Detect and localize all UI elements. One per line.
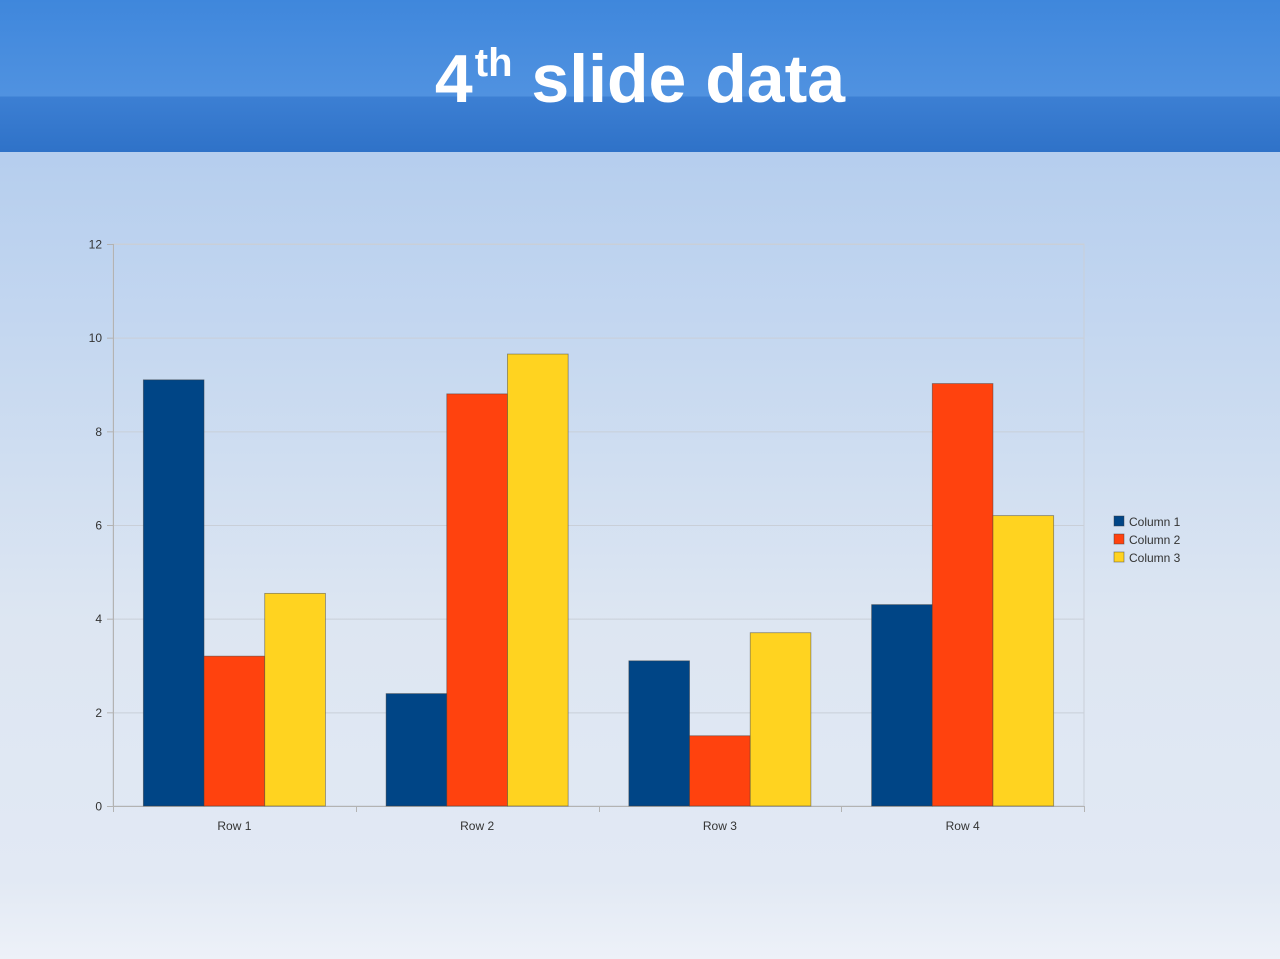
legend-label: Column 1 <box>1129 515 1181 529</box>
legend-swatch <box>1113 515 1125 527</box>
bar-column-2-row-4 <box>931 383 994 807</box>
bar-column-2-row-1 <box>203 655 266 807</box>
legend-swatch <box>1113 533 1125 545</box>
x-tick-label: Row 4 <box>946 819 980 833</box>
x-tick-label: Row 2 <box>460 819 494 833</box>
bar-column-1-row-4 <box>871 604 933 807</box>
bar-column-2-row-3 <box>689 735 751 807</box>
bar-column-3-row-3 <box>749 632 812 807</box>
y-tick-label: 2 <box>95 706 102 720</box>
title-superscript: th <box>474 41 513 85</box>
slide-title: 4th slide data <box>0 34 1280 134</box>
y-tick-label: 4 <box>95 612 102 626</box>
y-tick-label: 10 <box>89 331 103 345</box>
bar-column-3-row-1 <box>264 592 326 807</box>
bar-column-3-row-2 <box>507 353 569 807</box>
legend-label: Column 2 <box>1129 533 1181 547</box>
y-tick-label: 8 <box>95 425 102 439</box>
legend-label: Column 3 <box>1129 551 1181 565</box>
legend-swatch <box>1113 551 1125 563</box>
x-tick-label: Row 1 <box>217 819 251 833</box>
y-tick-label: 6 <box>95 519 102 533</box>
title-bar <box>0 0 1280 152</box>
bar-column-1-row-2 <box>385 693 448 807</box>
title-text: slide data <box>512 41 846 117</box>
bar-column-1-row-3 <box>628 660 690 807</box>
y-tick-label: 12 <box>89 238 103 252</box>
y-tick-label: 0 <box>95 800 102 814</box>
bar-column-3-row-4 <box>992 515 1055 807</box>
title-number: 4 <box>434 41 473 117</box>
bar-column-1-row-1 <box>142 379 205 807</box>
bar-column-2-row-2 <box>446 393 508 807</box>
x-tick-label: Row 3 <box>703 819 737 833</box>
